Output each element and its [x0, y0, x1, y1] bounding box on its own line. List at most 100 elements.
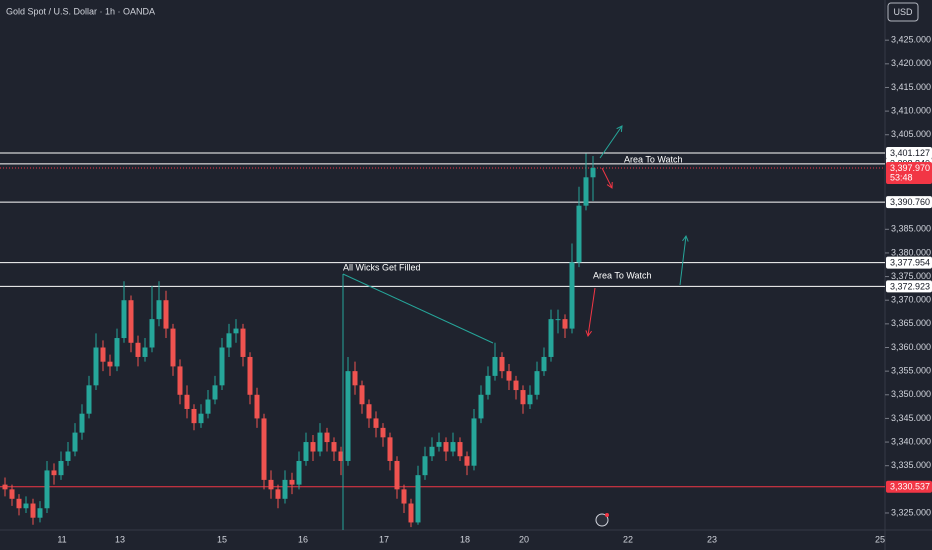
- candle-body: [191, 408, 197, 424]
- y-tick-label: 3,380.000: [891, 247, 931, 257]
- candle-body: [296, 460, 302, 485]
- candle-body: [149, 319, 155, 348]
- x-tick-label: 15: [217, 534, 227, 544]
- y-tick-label: 3,385.000: [891, 224, 931, 234]
- annotation-text: Area To Watch: [624, 154, 683, 164]
- candle-body: [527, 394, 533, 405]
- candle-body: [548, 319, 554, 357]
- candle-body: [128, 300, 134, 343]
- x-tick-label: 11: [57, 534, 66, 544]
- candle-body: [268, 479, 274, 490]
- candle-body: [324, 432, 330, 443]
- candle-body: [506, 371, 512, 381]
- candle-body: [303, 442, 309, 461]
- annotation-line: [342, 273, 494, 344]
- candle-body: [387, 437, 393, 461]
- candle-body: [107, 361, 113, 367]
- candle-body: [114, 338, 120, 367]
- candle-body: [79, 413, 85, 433]
- candle-body: [338, 451, 344, 461]
- y-tick-label: 3,370.000: [891, 295, 931, 305]
- y-tick-label: 3,360.000: [891, 342, 931, 352]
- candle-body: [464, 456, 470, 466]
- annotation-text: All Wicks Get Filled: [343, 262, 421, 272]
- arrow-line: [587, 287, 596, 337]
- x-tick-label: 16: [298, 534, 308, 544]
- candle-body: [366, 404, 372, 419]
- candle-body: [65, 451, 71, 461]
- arrow-head: [616, 125, 623, 133]
- candle-body: [415, 475, 421, 523]
- candle-body: [205, 399, 211, 414]
- currency-button[interactable]: [887, 2, 919, 22]
- y-tick-label: 3,350.000: [891, 389, 931, 399]
- y-tick-label: 3,375.000: [891, 271, 931, 281]
- candle-body: [590, 167, 596, 178]
- candle-body: [282, 479, 288, 499]
- candle-body: [569, 262, 575, 329]
- level-label: 3,401.127: [890, 148, 930, 158]
- annotation-text: Area To Watch: [593, 270, 652, 280]
- candle-body: [429, 446, 435, 457]
- currency[interactable]: USD: [893, 7, 913, 17]
- arrow-line: [599, 125, 623, 159]
- level-label: 3,390.760: [890, 197, 930, 207]
- candle-body: [100, 347, 106, 362]
- candle-body: [275, 489, 281, 499]
- candle-body: [212, 385, 218, 400]
- arrow-head: [606, 181, 613, 189]
- candle-body: [16, 498, 22, 509]
- level-tag: [886, 256, 932, 269]
- flash-icon[interactable]: [595, 513, 609, 527]
- x-tick-label: 22: [623, 534, 633, 544]
- countdown: 53:48: [890, 172, 913, 182]
- candle-body: [44, 470, 50, 509]
- level-label: 3,377.954: [890, 257, 930, 267]
- candle-body: [93, 347, 99, 386]
- candle-body: [51, 470, 57, 476]
- level-tag: [886, 147, 932, 160]
- level-label: 3,330.537: [890, 482, 930, 492]
- x-tick-label: 20: [519, 534, 529, 544]
- candle-body: [373, 418, 379, 428]
- candle-body: [562, 319, 568, 329]
- candle-body: [121, 300, 127, 339]
- x-tick-label: 17: [379, 534, 389, 544]
- candle-body: [471, 418, 477, 466]
- chart-title: Gold Spot / U.S. Dollar · 1h · OANDA: [6, 6, 155, 16]
- x-tick-label: 23: [707, 534, 717, 544]
- y-tick-label: 3,405.000: [891, 129, 931, 139]
- candle-body: [457, 442, 463, 457]
- candle-body: [513, 380, 519, 391]
- x-tick-label: 13: [115, 534, 125, 544]
- candle-body: [184, 394, 190, 409]
- y-tick-label: 3,415.000: [891, 82, 931, 92]
- candle-body: [408, 503, 414, 523]
- candle-body: [261, 418, 267, 480]
- candle-body: [485, 375, 491, 395]
- candle-body: [135, 342, 141, 357]
- y-tick-label: 3,420.000: [891, 58, 931, 68]
- candle-body: [240, 328, 246, 357]
- candle-body: [422, 456, 428, 476]
- candle-body: [247, 356, 253, 395]
- candle-body: [436, 442, 442, 447]
- candle-body: [219, 347, 225, 386]
- level-tag: [886, 196, 932, 209]
- y-tick-label: 3,355.000: [891, 366, 931, 376]
- candle-body: [142, 347, 148, 357]
- candle-body: [23, 503, 29, 509]
- arrow-line: [679, 235, 687, 286]
- candle-body: [170, 328, 176, 367]
- candle-body: [156, 300, 162, 320]
- candle-body: [37, 508, 43, 518]
- y-tick-label: 3,410.000: [891, 105, 931, 115]
- candle-body: [352, 371, 358, 386]
- y-tick-label: 3,345.000: [891, 413, 931, 423]
- candle-body: [359, 385, 365, 405]
- candle-body: [583, 177, 589, 206]
- flash-dot: [605, 513, 609, 517]
- y-tick-label: 3,335.000: [891, 460, 931, 470]
